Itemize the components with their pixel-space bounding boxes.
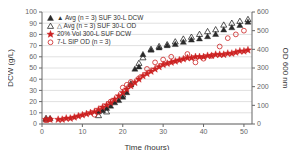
svg-text:90: 90	[29, 20, 37, 27]
svg-text:600: 600	[257, 8, 269, 15]
svg-text:30: 30	[159, 128, 167, 135]
html-text:△ Avg (n = 3) SUF 30-L OD: △ Avg (n = 3) SUF 30-L OD	[57, 22, 137, 29]
svg-text:0: 0	[257, 120, 261, 127]
svg-text:300: 300	[257, 64, 269, 71]
svg-text:Time (hours): Time (hours)	[124, 143, 169, 150]
svg-text:200: 200	[257, 83, 269, 90]
svg-text:10: 10	[29, 109, 37, 116]
svg-text:70: 70	[29, 42, 37, 49]
svg-text:100: 100	[257, 102, 269, 109]
svg-text:80: 80	[29, 31, 37, 38]
html-text:7-L SIP OD (n = 3): 7-L SIP OD (n = 3)	[57, 38, 111, 45]
svg-text:40: 40	[200, 128, 208, 135]
html-text:▲ Avg (n = 3) SUF 30-L DCW: ▲ Avg (n = 3) SUF 30-L DCW	[57, 14, 144, 21]
svg-text:20: 20	[29, 98, 37, 105]
svg-text:100: 100	[25, 8, 37, 15]
svg-text:20: 20	[119, 128, 127, 135]
svg-text:OD 600 nm: OD 600 nm	[281, 48, 290, 89]
svg-text:30: 30	[29, 87, 37, 94]
svg-text:40: 40	[29, 76, 37, 83]
html-text:20% Vol 300-L SUF DCW: 20% Vol 300-L SUF DCW	[57, 30, 132, 37]
svg-text:50: 50	[240, 128, 248, 135]
svg-text:500: 500	[257, 27, 269, 34]
svg-text:60: 60	[29, 53, 37, 60]
svg-text:400: 400	[257, 46, 269, 53]
svg-text:50: 50	[29, 64, 37, 71]
svg-text:10: 10	[78, 128, 86, 135]
svg-text:0: 0	[33, 120, 37, 127]
svg-text:0: 0	[40, 128, 44, 135]
svg-text:DCW (g/L): DCW (g/L)	[8, 49, 15, 87]
